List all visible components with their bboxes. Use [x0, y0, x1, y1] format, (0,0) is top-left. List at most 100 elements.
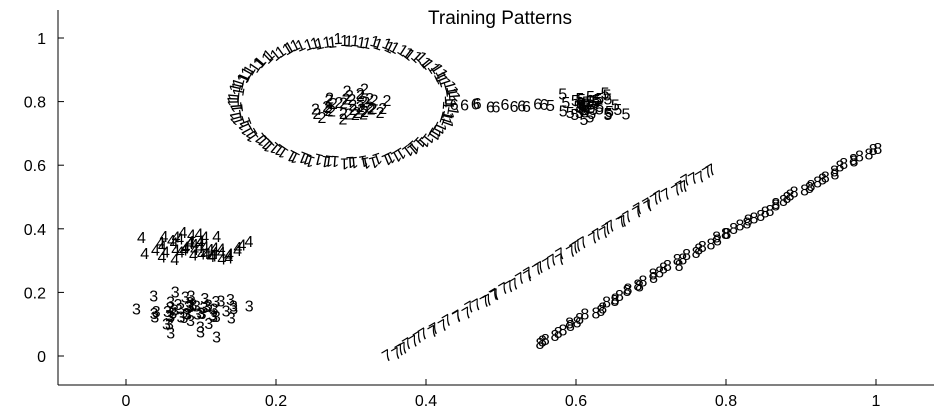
data-point-3: 3: [186, 313, 195, 330]
data-point-2: 2: [339, 111, 348, 128]
data-point-1: 1: [440, 79, 459, 92]
data-point-2: 2: [348, 98, 357, 115]
data-point-1: 1: [438, 109, 457, 122]
data-point-4: 4: [137, 230, 146, 247]
x-tick-label: 0.6: [565, 393, 587, 410]
data-point-3: 3: [196, 305, 205, 322]
data-point-2: 2: [339, 106, 348, 123]
data-point-8: 8: [615, 288, 624, 305]
data-point-5: 5: [592, 93, 601, 110]
data-point-8: 8: [633, 278, 642, 295]
data-point-4: 4: [196, 233, 205, 250]
data-point-6: 6: [491, 100, 500, 117]
data-point-1: 1: [230, 86, 248, 98]
data-point-5: 5: [586, 93, 595, 110]
data-point-5: 5: [585, 109, 594, 126]
data-point-3: 3: [212, 294, 221, 311]
data-point-4: 4: [212, 229, 221, 246]
data-point-5: 5: [589, 102, 598, 119]
data-point-3: 3: [150, 310, 159, 327]
data-point-3: 3: [132, 302, 141, 319]
data-point-3: 3: [185, 298, 194, 315]
data-point-5: 5: [577, 101, 586, 118]
data-point-2: 2: [356, 99, 365, 116]
data-point-4: 4: [206, 242, 215, 259]
data-point-1: 1: [439, 100, 457, 110]
data-point-8: 8: [659, 261, 668, 278]
data-point-1: 1: [344, 33, 354, 50]
data-point-4: 4: [181, 239, 190, 256]
data-point-8: 8: [592, 306, 601, 323]
data-point-2: 2: [343, 84, 352, 101]
data-point-8: 8: [692, 245, 701, 262]
y-tick-label: 0.8: [24, 95, 46, 112]
data-point-2: 2: [365, 91, 374, 108]
data-point-4: 4: [158, 239, 167, 256]
data-point-8: 8: [675, 258, 684, 275]
data-point-3: 3: [204, 316, 213, 333]
data-point-4: 4: [217, 252, 226, 269]
data-point-4: 4: [217, 245, 226, 262]
data-point-3: 3: [166, 309, 175, 326]
data-point-5: 5: [558, 87, 567, 104]
data-point-3: 3: [152, 304, 161, 321]
data-point-8: 8: [786, 187, 795, 204]
data-point-4: 4: [210, 240, 219, 257]
data-point-3: 3: [198, 306, 207, 323]
data-point-4: 4: [195, 240, 204, 257]
data-point-5: 5: [570, 107, 579, 124]
data-point-8: 8: [535, 336, 544, 353]
data-point-3: 3: [170, 303, 179, 320]
data-point-2: 2: [344, 107, 353, 124]
data-point-8: 8: [839, 156, 848, 173]
data-point-6: 6: [450, 97, 459, 114]
data-point-1: 1: [229, 103, 247, 114]
data-point-2: 2: [359, 94, 368, 111]
data-point-2: 2: [356, 86, 365, 103]
data-point-2: 2: [324, 100, 333, 117]
data-point-8: 8: [835, 159, 844, 176]
data-point-4: 4: [178, 225, 187, 242]
axes: [57, 10, 934, 386]
data-point-1: 1: [323, 151, 334, 169]
data-point-1: 1: [320, 152, 332, 170]
data-point-1: 1: [226, 98, 243, 107]
data-point-4: 4: [233, 240, 242, 257]
data-point-2: 2: [329, 96, 338, 113]
data-point-3: 3: [183, 307, 192, 324]
data-point-6: 6: [540, 97, 549, 114]
data-point-4: 4: [160, 229, 169, 246]
data-point-3: 3: [177, 310, 186, 327]
data-point-4: 4: [208, 248, 217, 265]
data-point-8: 8: [694, 242, 703, 259]
data-point-6: 6: [533, 96, 542, 113]
data-point-8: 8: [682, 247, 691, 264]
data-point-3: 3: [163, 304, 172, 321]
data-point-5: 5: [601, 86, 610, 103]
data-point-2: 2: [378, 101, 387, 118]
data-point-3: 3: [176, 301, 185, 318]
data-point-1: 1: [327, 34, 338, 52]
data-point-8: 8: [813, 175, 822, 192]
data-point-3: 3: [162, 317, 171, 334]
data-point-3: 3: [171, 285, 180, 302]
data-point-5: 5: [576, 96, 585, 113]
y-tick-label: 0.4: [24, 222, 46, 239]
data-point-2: 2: [313, 106, 322, 123]
data-point-5: 5: [595, 99, 604, 116]
data-point-3: 3: [187, 289, 196, 306]
data-point-2: 2: [341, 92, 350, 109]
data-point-2: 2: [322, 99, 331, 116]
data-point-8: 8: [635, 279, 644, 296]
data-point-5: 5: [580, 99, 589, 116]
data-point-1: 1: [322, 34, 334, 52]
data-point-2: 2: [360, 82, 369, 99]
data-point-2: 2: [317, 110, 326, 127]
data-point-4: 4: [176, 244, 185, 261]
data-point-2: 2: [365, 99, 374, 116]
data-point-4: 4: [158, 249, 167, 266]
data-point-5: 5: [591, 95, 600, 112]
data-point-3: 3: [196, 319, 205, 336]
data-point-8: 8: [850, 153, 859, 170]
data-point-5: 5: [574, 99, 583, 116]
